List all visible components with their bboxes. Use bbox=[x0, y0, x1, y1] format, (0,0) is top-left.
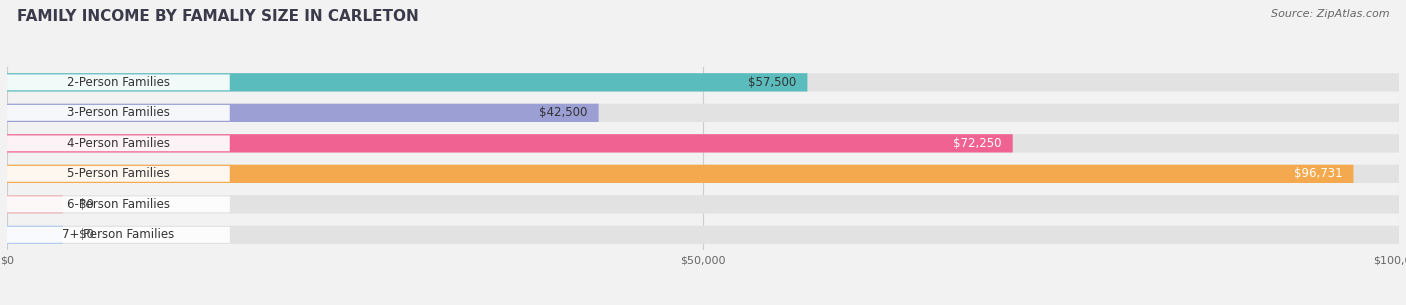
Text: 6-Person Families: 6-Person Families bbox=[67, 198, 170, 211]
FancyBboxPatch shape bbox=[7, 134, 1012, 152]
FancyBboxPatch shape bbox=[7, 73, 1399, 92]
FancyBboxPatch shape bbox=[7, 104, 599, 122]
FancyBboxPatch shape bbox=[7, 227, 229, 243]
FancyBboxPatch shape bbox=[7, 165, 1354, 183]
FancyBboxPatch shape bbox=[7, 196, 229, 212]
FancyBboxPatch shape bbox=[7, 135, 229, 151]
FancyBboxPatch shape bbox=[7, 105, 229, 121]
Text: $96,731: $96,731 bbox=[1294, 167, 1343, 180]
Text: $57,500: $57,500 bbox=[748, 76, 796, 89]
Text: $72,250: $72,250 bbox=[953, 137, 1001, 150]
FancyBboxPatch shape bbox=[7, 166, 229, 182]
FancyBboxPatch shape bbox=[7, 226, 1399, 244]
Text: $0: $0 bbox=[79, 198, 94, 211]
Text: 2-Person Families: 2-Person Families bbox=[67, 76, 170, 89]
FancyBboxPatch shape bbox=[7, 73, 807, 92]
FancyBboxPatch shape bbox=[7, 195, 63, 214]
Text: FAMILY INCOME BY FAMALIY SIZE IN CARLETON: FAMILY INCOME BY FAMALIY SIZE IN CARLETO… bbox=[17, 9, 419, 24]
FancyBboxPatch shape bbox=[7, 74, 229, 90]
Text: 4-Person Families: 4-Person Families bbox=[67, 137, 170, 150]
FancyBboxPatch shape bbox=[7, 165, 1399, 183]
FancyBboxPatch shape bbox=[7, 134, 1399, 152]
Text: Source: ZipAtlas.com: Source: ZipAtlas.com bbox=[1271, 9, 1389, 19]
Text: $42,500: $42,500 bbox=[538, 106, 588, 119]
Text: $0: $0 bbox=[79, 228, 94, 241]
Text: 3-Person Families: 3-Person Families bbox=[67, 106, 170, 119]
FancyBboxPatch shape bbox=[7, 226, 63, 244]
FancyBboxPatch shape bbox=[7, 104, 1399, 122]
Text: 5-Person Families: 5-Person Families bbox=[67, 167, 170, 180]
Text: 7+ Person Families: 7+ Person Families bbox=[62, 228, 174, 241]
FancyBboxPatch shape bbox=[7, 195, 1399, 214]
